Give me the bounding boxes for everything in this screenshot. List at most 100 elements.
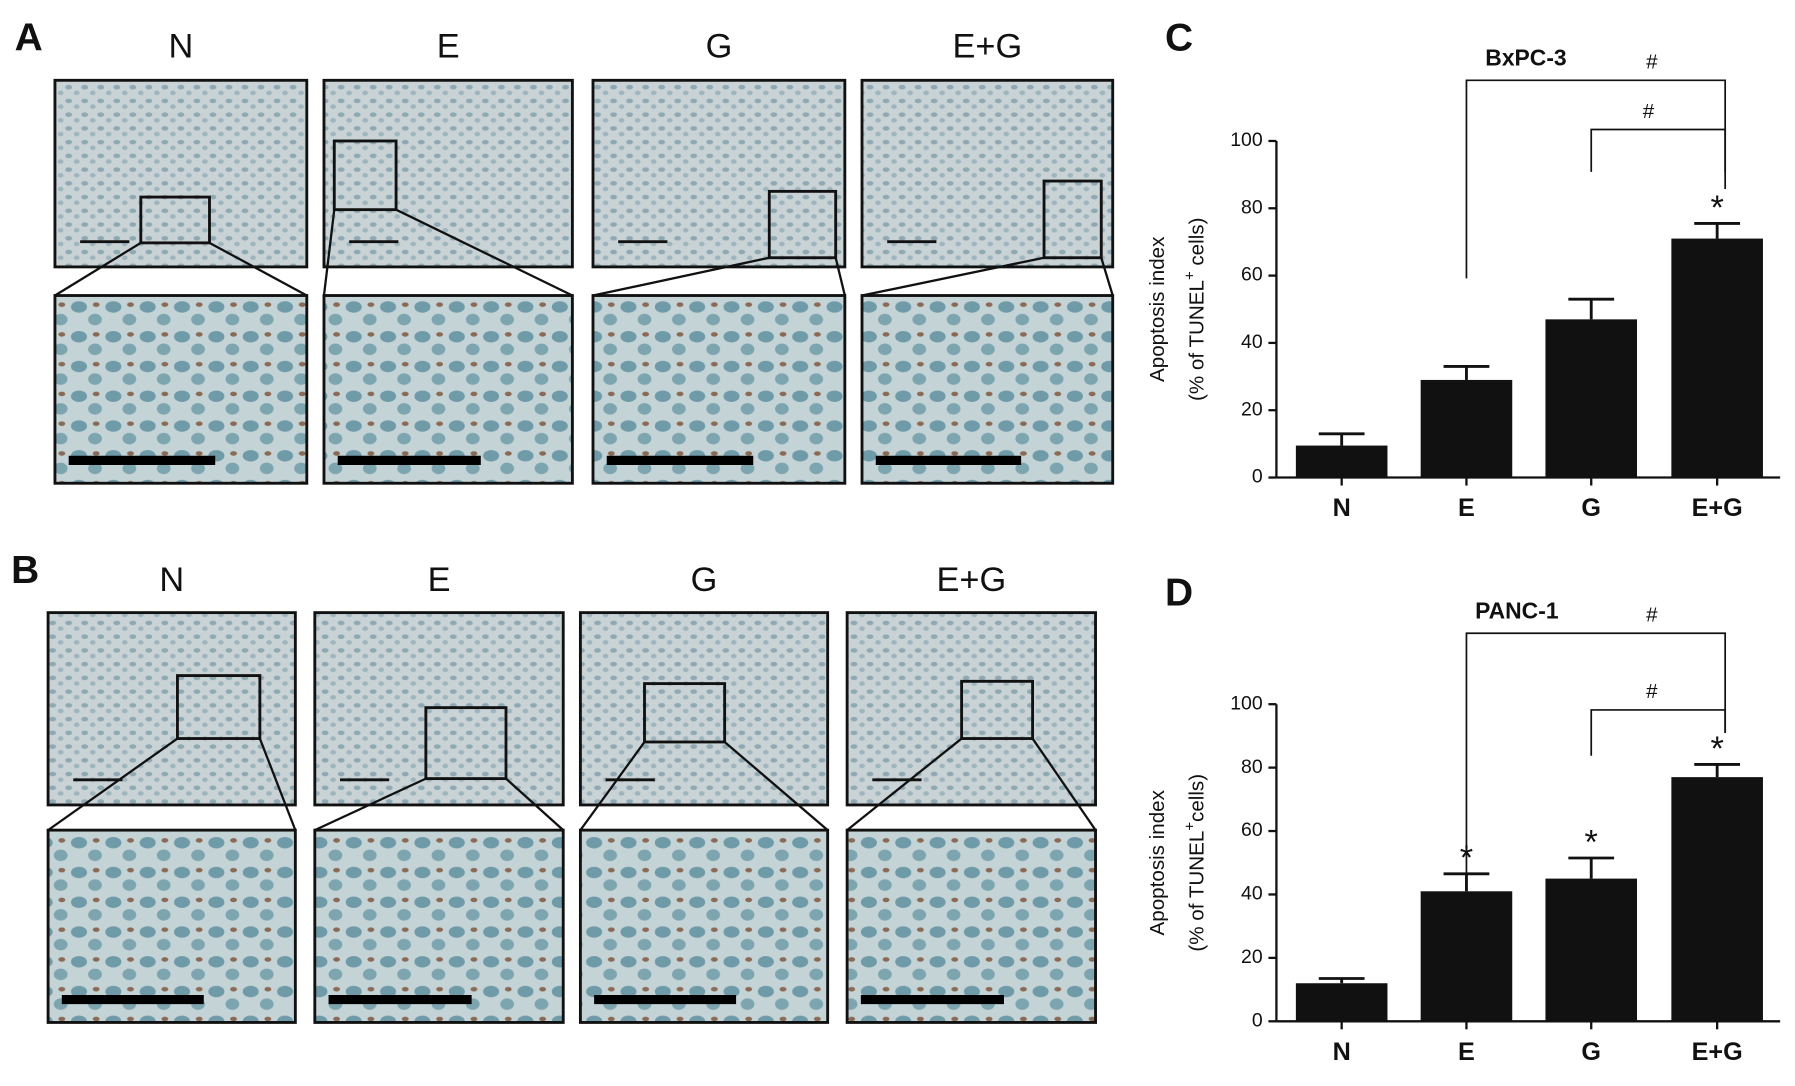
zoom-line: [314, 777, 427, 832]
micrograph-zoom: [578, 828, 830, 1024]
micrograph: [845, 611, 1097, 807]
y-axis-label-part: cells): [1186, 774, 1209, 822]
zoom-line: [723, 741, 829, 831]
bar: [1295, 983, 1388, 1022]
y-axis-label: Apoptosis index: [1146, 789, 1169, 935]
zoom-box: [139, 195, 211, 245]
bar: [1671, 238, 1763, 478]
bracket-label: #: [1646, 603, 1658, 626]
zoom-line: [834, 257, 846, 296]
micrograph: [591, 78, 847, 269]
y-axis-label-part: cells): [1186, 218, 1209, 272]
column-label: G: [706, 27, 733, 65]
panel-label: C: [1165, 17, 1193, 60]
bar: [1295, 445, 1388, 478]
significance-star: *: [1710, 730, 1723, 768]
y-tick-label: 60: [1241, 264, 1263, 286]
zoom-box: [332, 139, 398, 212]
y-axis-label-sup: +: [1182, 822, 1198, 831]
bar: [1545, 878, 1638, 1022]
y-axis-label-sup: +: [1182, 271, 1198, 280]
y-tick-label: 80: [1241, 756, 1263, 778]
y-tick-label: 40: [1241, 331, 1263, 353]
zoom-line: [322, 209, 336, 296]
y-tick-label: 100: [1230, 129, 1263, 151]
column-label: N: [159, 561, 184, 599]
y-axis-label: Apoptosis index: [1146, 236, 1169, 382]
zoom-line: [846, 737, 963, 832]
zoom-line: [47, 737, 179, 832]
y-axis-label: (% of TUNEL+ cells): [1182, 218, 1209, 401]
x-tick-label: E+G: [1692, 1038, 1743, 1066]
zoom-line: [861, 256, 1045, 297]
zoom-box: [767, 189, 838, 260]
micrograph-zoom: [845, 828, 1097, 1024]
y-tick-label: 80: [1241, 196, 1263, 218]
column-label: G: [691, 561, 718, 599]
zoom-box: [643, 682, 727, 744]
chart-title: BxPC-3: [1485, 45, 1566, 71]
zoom-box: [960, 679, 1035, 740]
significance-star: *: [1710, 189, 1723, 227]
zoom-box: [176, 674, 262, 740]
bracket-label: #: [1646, 51, 1658, 74]
x-tick-label: E: [1458, 1038, 1475, 1066]
bracket: [1465, 632, 1727, 876]
y-tick-label: 20: [1241, 398, 1263, 420]
zoom-line: [592, 256, 770, 297]
micrograph-zoom: [860, 294, 1115, 485]
zoom-line: [395, 208, 573, 297]
micrograph-zoom: [313, 828, 565, 1024]
zoom-line: [258, 738, 297, 831]
micrograph: [860, 78, 1115, 269]
x-tick-label: G: [1581, 494, 1601, 522]
x-tick-label: N: [1333, 494, 1351, 522]
y-tick-label: 100: [1230, 692, 1263, 714]
y-tick-label: 20: [1241, 946, 1263, 968]
column-label: N: [168, 27, 193, 65]
bracket: [1590, 709, 1727, 756]
micrograph: [578, 611, 830, 807]
micrograph: [322, 78, 574, 269]
y-tick-label: 0: [1252, 1009, 1263, 1031]
column-label: E: [437, 27, 460, 65]
chart-title: PANC-1: [1475, 598, 1559, 624]
bar: [1420, 891, 1513, 1022]
panel-label: B: [11, 549, 39, 592]
micrograph: [53, 78, 309, 269]
y-tick-label: 40: [1241, 883, 1263, 905]
bracket-label: #: [1643, 100, 1655, 123]
y-axis-label: (% of TUNEL+cells): [1182, 774, 1209, 952]
x-tick-label: E: [1458, 494, 1475, 522]
zoom-line: [579, 741, 646, 831]
significance-star: *: [1585, 823, 1598, 861]
bar: [1671, 777, 1763, 1022]
micrograph-zoom: [46, 828, 297, 1024]
y-axis-label-part: (% of TUNEL: [1186, 280, 1209, 401]
micrograph-zoom: [53, 294, 309, 485]
bracket-label: #: [1646, 680, 1658, 703]
zoom-box: [424, 706, 508, 781]
bracket: [1590, 128, 1727, 172]
zoom-box: [1042, 179, 1103, 260]
x-tick-label: E+G: [1692, 494, 1743, 522]
panel-label: A: [15, 17, 43, 60]
column-label: E+G: [937, 561, 1007, 599]
panel-label: D: [1165, 572, 1193, 615]
micrograph-zoom: [322, 294, 574, 485]
bar: [1545, 319, 1638, 478]
column-label: E: [428, 561, 451, 599]
y-tick-label: 60: [1241, 819, 1263, 841]
y-axis-label-part: (% of TUNEL: [1186, 831, 1209, 952]
x-tick-label: N: [1333, 1038, 1351, 1066]
zoom-line: [1031, 737, 1097, 831]
zoom-line: [54, 241, 142, 297]
x-tick-label: G: [1581, 1038, 1601, 1066]
micrograph: [46, 611, 297, 807]
y-tick-label: 0: [1252, 466, 1263, 488]
zoom-line: [1100, 257, 1114, 296]
micrograph-zoom: [591, 294, 847, 485]
bar: [1420, 379, 1513, 478]
